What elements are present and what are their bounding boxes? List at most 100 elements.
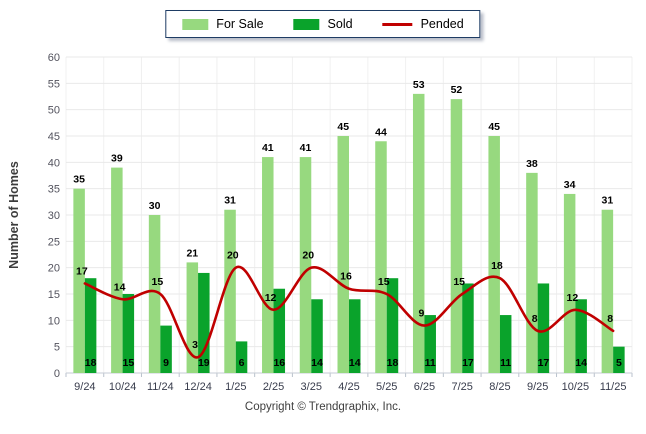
pended-value-label: 12 <box>265 292 277 304</box>
bar-for-sale <box>299 157 312 373</box>
for-sale-value-label: 45 <box>488 121 500 133</box>
for-sale-value-label: 35 <box>73 174 85 186</box>
x-tick-label: 5/25 <box>376 381 397 393</box>
for-sale-value-label: 41 <box>262 142 274 154</box>
y-tick-label: 25 <box>48 236 60 248</box>
x-tick-label: 12/24 <box>184 381 212 393</box>
bar-sold <box>537 283 550 373</box>
for-sale-value-label: 31 <box>602 195 614 207</box>
for-sale-value-label: 53 <box>413 79 425 91</box>
x-tick-label: 10/25 <box>562 381 590 393</box>
x-tick-label: 11/25 <box>600 381 627 393</box>
bar-sold <box>311 299 323 373</box>
pended-line <box>83 265 615 359</box>
bar-for-sale <box>601 209 614 373</box>
y-tick-label: 55 <box>48 78 60 90</box>
x-tick-label: 3/25 <box>301 381 322 393</box>
sold-value-label: 17 <box>538 357 550 369</box>
y-tick-label: 10 <box>48 315 60 327</box>
y-tick-label: 45 <box>48 131 60 143</box>
sold-value-label: 17 <box>462 357 474 369</box>
pended-value-label: 12 <box>567 292 579 304</box>
bar-sold <box>273 288 286 373</box>
bar-for-sale <box>450 99 463 373</box>
for-sale-value-label: 44 <box>375 126 387 138</box>
sold-value-label: 11 <box>500 357 511 369</box>
pended-line-swatch <box>382 22 413 26</box>
bar-sold <box>424 315 436 373</box>
for-sale-value-label: 21 <box>186 247 198 259</box>
bar-sold <box>575 299 587 373</box>
legend-item-sold: Sold <box>293 17 353 31</box>
y-tick-label: 5 <box>54 342 60 354</box>
y-axis-title: Number of Homes <box>7 161 21 269</box>
for-sale-value-label: 30 <box>149 200 161 212</box>
pended-value-label: 9 <box>419 308 425 320</box>
x-tick-label: 4/25 <box>338 381 359 393</box>
sold-value-label: 18 <box>85 357 97 369</box>
bar-sold <box>462 283 474 373</box>
pended-value-label: 8 <box>607 313 613 325</box>
for-sale-value-label: 31 <box>224 195 236 207</box>
bar-for-sale <box>488 136 500 373</box>
bar-sold <box>386 278 399 373</box>
pended-value-label: 20 <box>302 250 314 262</box>
bar-for-sale <box>563 193 576 373</box>
for-sale-value-label: 41 <box>300 142 312 154</box>
copyright-text: Copyright © Trendgraphix, Inc. <box>244 401 402 413</box>
x-tick-label: 2/25 <box>263 381 284 393</box>
y-tick-label: 60 <box>48 52 60 64</box>
x-tick-label: 6/25 <box>414 381 435 393</box>
bar-sold <box>499 315 512 373</box>
pended-value-label: 17 <box>76 265 88 277</box>
bar-for-sale <box>412 93 425 373</box>
x-tick-label: 11/24 <box>147 381 174 393</box>
y-tick-label: 35 <box>48 184 60 196</box>
y-tick-label: 30 <box>48 210 60 222</box>
x-tick-label: 9/25 <box>527 381 548 393</box>
sold-value-label: 14 <box>311 357 323 369</box>
bar-sold <box>122 294 135 373</box>
bar-sold <box>613 346 625 373</box>
sold-value-label: 9 <box>163 357 169 369</box>
pended-value-label: 15 <box>378 276 390 288</box>
pended-value-label: 8 <box>532 313 538 325</box>
for-sale-value-label: 38 <box>526 158 538 170</box>
legend: For Sale Sold Pended <box>165 10 481 38</box>
pended-value-label: 16 <box>340 271 352 283</box>
legend-label-sold: Sold <box>327 17 353 31</box>
sold-value-label: 5 <box>616 357 622 369</box>
for-sale-swatch <box>182 18 209 30</box>
bar-for-sale <box>111 167 123 373</box>
for-sale-value-label: 34 <box>564 179 576 191</box>
y-tick-label: 20 <box>48 263 60 275</box>
y-tick-label: 40 <box>48 157 60 169</box>
pended-value-label: 15 <box>151 276 163 288</box>
sold-value-label: 6 <box>239 357 245 369</box>
x-tick-label: 10/24 <box>109 381 137 393</box>
bar-for-sale <box>186 262 199 373</box>
bar-for-sale <box>148 215 161 373</box>
bar-sold <box>235 341 248 373</box>
legend-item-for-sale: For Sale <box>182 17 264 31</box>
for-sale-value-label: 45 <box>337 121 349 133</box>
sold-value-label: 14 <box>349 357 361 369</box>
y-tick-label: 0 <box>54 368 60 380</box>
bar-for-sale <box>224 209 236 373</box>
sold-value-label: 11 <box>425 357 436 369</box>
bar-sold <box>84 278 97 373</box>
for-sale-value-label: 52 <box>451 84 463 96</box>
bar-for-sale <box>262 157 274 373</box>
x-tick-label: 1/25 <box>225 381 246 393</box>
pended-value-label: 14 <box>114 281 126 293</box>
for-sale-value-label: 39 <box>111 153 123 165</box>
x-tick-label: 9/24 <box>74 381 95 393</box>
sold-value-label: 18 <box>387 357 399 369</box>
bar-for-sale <box>337 136 349 373</box>
bar-for-sale <box>375 141 387 373</box>
bar-sold <box>349 299 361 373</box>
y-tick-label: 50 <box>48 105 60 117</box>
sold-value-label: 14 <box>575 357 587 369</box>
